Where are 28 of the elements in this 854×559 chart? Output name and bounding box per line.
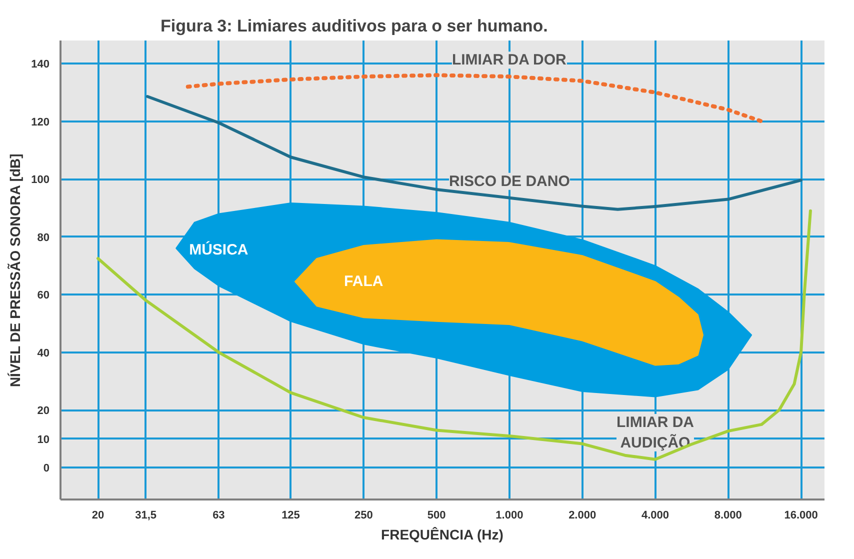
y-tick-label: 0 (43, 462, 50, 475)
x-tick-label: 4.000 (641, 510, 670, 522)
x-tick-label: 63 (212, 510, 225, 522)
y-axis-title: NÍVEL DE PRESSÃO SONORA [dB] (7, 154, 24, 388)
series-label: MÚSICA (189, 240, 248, 258)
y-tick-label: 100 (31, 174, 50, 186)
x-tick-label: 500 (427, 510, 446, 522)
x-axis-title: FREQUÊNCIA (Hz) (381, 526, 504, 542)
y-tick-label: 80 (37, 232, 50, 244)
y-tick-label: 20 (37, 405, 50, 418)
x-tick-label: 2.000 (568, 510, 596, 522)
series-label: RISCO DE DANO (449, 172, 570, 190)
y-tick-label: 40 (37, 347, 50, 360)
series-label: LIMIAR DA DOR (452, 52, 567, 69)
y-tick-label: 10 (37, 434, 50, 446)
x-tick-label: 250 (354, 510, 373, 522)
x-tick-label: 31,5 (135, 510, 157, 522)
series-label: LIMIAR DA AUDIÇÃO (616, 414, 694, 452)
chart-title: Figura 3: Limiares auditivos para o ser humano. (160, 16, 548, 36)
x-tick-label: 20 (92, 510, 104, 522)
y-tick-label: 140 (31, 58, 50, 71)
y-tick-label: 60 (37, 290, 50, 302)
x-tick-label: 16.000 (784, 510, 818, 522)
y-tick-label: 120 (31, 116, 50, 128)
x-tick-label: 8.000 (714, 510, 742, 522)
series-label: FALA (344, 273, 384, 290)
x-tick-label: 125 (282, 510, 300, 522)
x-tick-label: 1.000 (496, 510, 524, 522)
